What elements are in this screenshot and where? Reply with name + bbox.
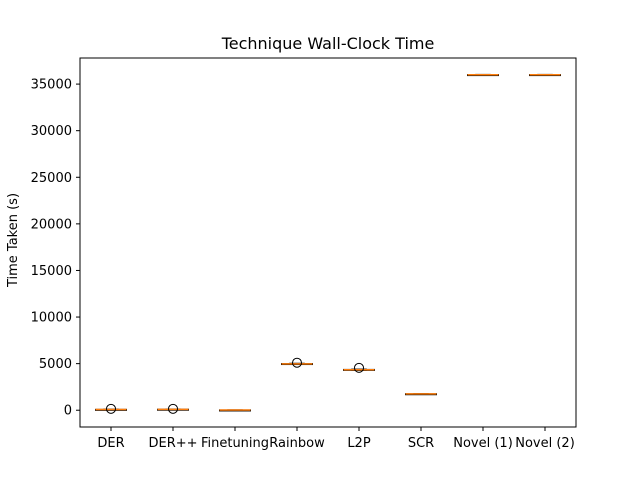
- box-l2p: [343, 362, 375, 373]
- box-finetuning: [219, 409, 251, 412]
- x-tick-label: SCR: [408, 436, 434, 451]
- x-tick-label: Novel (1): [453, 436, 513, 451]
- y-tick-label: 5000: [39, 357, 72, 372]
- box-der: [157, 403, 189, 414]
- box-scr: [405, 393, 437, 396]
- y-axis-ticks: 0 5000 10000 15000 20000 25000 30000 35000: [31, 78, 80, 419]
- chart-title: Technique Wall-Clock Time: [221, 34, 435, 53]
- x-tick-label: Rainbow: [269, 436, 325, 451]
- y-tick-label: 0: [64, 404, 72, 419]
- y-tick-label: 20000: [31, 217, 72, 232]
- box-group: [95, 73, 561, 414]
- box-rainbow: [281, 357, 313, 368]
- x-tick-label: Finetuning: [201, 436, 269, 451]
- outlier-point: [106, 403, 116, 414]
- outlier-point: [292, 357, 302, 368]
- y-tick-label: 35000: [31, 78, 72, 93]
- x-axis-ticks: DER DER++ Finetuning Rainbow L2P SCR Novel (1)…: [97, 427, 575, 451]
- outlier-point: [354, 362, 364, 373]
- x-tick-label: DER: [97, 436, 124, 451]
- y-tick-label: 10000: [31, 311, 72, 326]
- box-der: [95, 403, 127, 414]
- x-tick-label: DER++: [148, 436, 197, 451]
- y-tick-label: 25000: [31, 171, 72, 186]
- y-tick-label: 30000: [31, 124, 72, 139]
- y-tick-label: 15000: [31, 264, 72, 279]
- x-tick-label: Novel (2): [515, 436, 575, 451]
- box-novel-2: [529, 73, 561, 77]
- outlier-point: [168, 403, 178, 414]
- plot-frame: [79, 57, 577, 428]
- y-axis-label: Time Taken (s): [6, 193, 21, 288]
- x-tick-label: L2P: [347, 436, 371, 451]
- box-novel-1: [467, 73, 499, 77]
